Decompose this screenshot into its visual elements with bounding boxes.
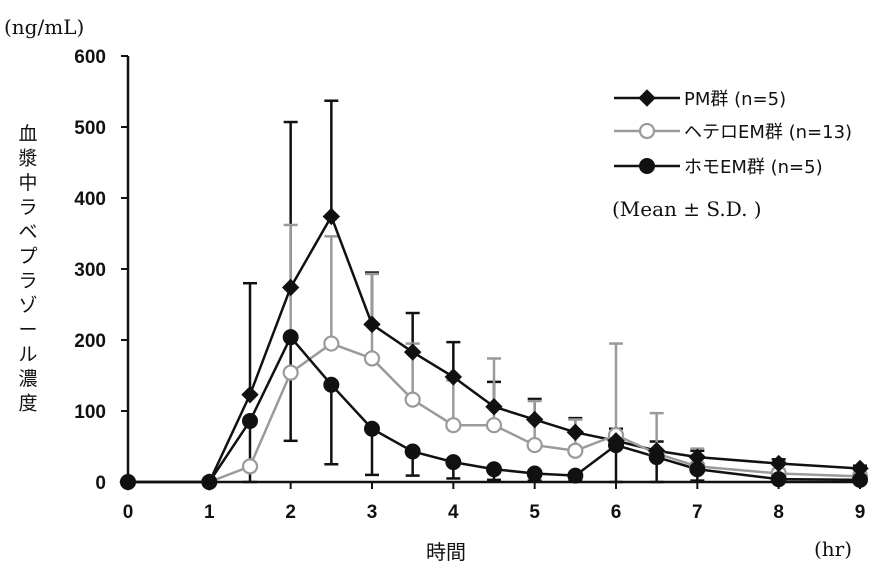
data-point xyxy=(404,443,421,460)
x-tick-label: 0 xyxy=(123,502,134,523)
data-point xyxy=(485,398,503,416)
data-point xyxy=(526,465,543,482)
legend-label: PM群 (n=5) xyxy=(684,89,786,110)
data-point xyxy=(769,454,788,473)
legend: PM群 (n=5) ヘテロEM群 (n=13) ホモEM群 (n=5) xyxy=(614,89,852,178)
y-unit-label: (ng/mL) xyxy=(4,15,84,39)
data-point xyxy=(364,420,380,437)
data-point xyxy=(566,423,585,442)
data-point xyxy=(525,410,544,429)
x-tick-label: 8 xyxy=(773,502,784,523)
legend-marker xyxy=(639,158,655,174)
x-axis-title: 時間 xyxy=(426,540,466,564)
data-point xyxy=(607,432,625,450)
legend-label: ホモEM群 (n=5) xyxy=(684,157,823,178)
data-point xyxy=(281,278,300,297)
data-point xyxy=(404,391,421,408)
data-point xyxy=(241,385,259,404)
data-point xyxy=(526,436,543,454)
x-tick-label: 1 xyxy=(204,502,215,523)
y-tick-label: 0 xyxy=(95,473,106,494)
x-tick-label: 9 xyxy=(855,502,866,523)
data-point xyxy=(444,368,463,386)
data-point xyxy=(688,448,707,466)
mean-sd-note: (Mean ± S.D. ) xyxy=(612,197,762,221)
x-tick-label: 4 xyxy=(448,502,459,523)
x-tick-label: 5 xyxy=(529,502,540,523)
x-tick-label: 6 xyxy=(611,502,622,523)
x-tick-label: 7 xyxy=(692,502,703,523)
data-point xyxy=(282,329,299,346)
y-tick-label: 100 xyxy=(74,402,106,423)
data-point xyxy=(445,417,462,434)
data-point xyxy=(647,442,666,460)
data-point xyxy=(363,315,381,334)
data-point xyxy=(363,350,381,367)
data-point xyxy=(242,412,258,429)
x-unit-label: (hr) xyxy=(814,537,852,561)
y-tick-label: 300 xyxy=(74,260,106,281)
data-point xyxy=(445,454,462,471)
series-line xyxy=(128,342,861,484)
y-tick-label: 200 xyxy=(74,331,106,352)
x-tick-label: 3 xyxy=(367,502,378,523)
data-point xyxy=(851,459,869,478)
series-line xyxy=(128,213,861,484)
y-tick-label: 400 xyxy=(74,189,106,210)
data-point xyxy=(485,417,503,434)
data-point xyxy=(403,343,422,361)
data-point xyxy=(323,335,340,352)
y-tick-label: 600 xyxy=(74,47,106,68)
y-tick-label: 500 xyxy=(74,118,106,139)
y-axis-title: 血漿中ラベプラゾール濃度 xyxy=(18,123,37,415)
data-point xyxy=(323,376,340,393)
series-line xyxy=(128,334,861,484)
data-point xyxy=(567,442,584,459)
x-tick-label: 2 xyxy=(285,502,296,523)
data-point xyxy=(486,461,502,478)
legend-label: ヘテロEM群 (n=13) xyxy=(684,122,852,143)
legend-marker xyxy=(638,122,656,140)
data-point xyxy=(322,207,341,226)
legend-marker xyxy=(638,89,656,107)
data-point xyxy=(241,458,259,475)
data-point xyxy=(282,364,299,381)
